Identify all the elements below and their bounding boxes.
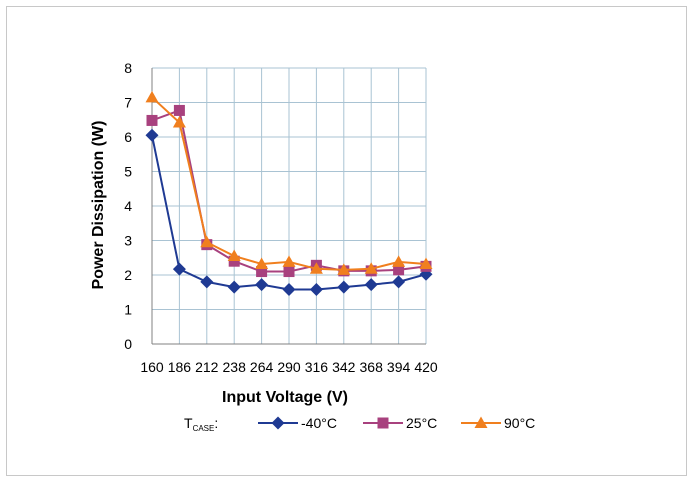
data-point [393, 264, 405, 276]
data-point [309, 282, 323, 296]
x-tick-label: 290 [277, 359, 301, 375]
data-point [172, 262, 186, 276]
x-tick-label: 342 [332, 359, 356, 375]
legend-marker [474, 416, 488, 428]
data-point [282, 282, 296, 296]
x-tick-label: 160 [140, 359, 164, 375]
y-tick-label: 8 [124, 60, 132, 76]
data-point [255, 257, 269, 269]
axes [151, 68, 426, 345]
x-tick-label: 212 [195, 359, 219, 375]
data-point [337, 263, 351, 275]
x-tick-label: 316 [305, 359, 329, 375]
data-point [256, 266, 268, 278]
data-point [309, 262, 323, 274]
legend-marker [377, 417, 389, 429]
legend-entry: -40°C [258, 415, 337, 431]
legend-entry: 90°C [461, 415, 535, 431]
y-tick-label: 3 [124, 233, 132, 249]
x-tick-label: 368 [360, 359, 384, 375]
legend: TCASE: -40°C 25°C 90°C [184, 415, 535, 433]
legend-entry: 25°C [363, 415, 437, 431]
data-point [364, 262, 378, 274]
series-2 [145, 90, 433, 275]
legend-label: 25°C [406, 415, 437, 431]
x-axis-title: Input Voltage (V) [222, 389, 348, 406]
series-0 [145, 128, 433, 296]
data-point [419, 257, 433, 269]
y-tick-label: 4 [124, 198, 132, 214]
y-tick-label: 6 [124, 129, 132, 145]
legend-marker [271, 416, 285, 430]
data-point [145, 90, 159, 103]
legend-label: -40°C [301, 415, 337, 431]
x-tick-label: 264 [250, 359, 274, 375]
data-series [145, 90, 433, 296]
y-tick-label: 5 [124, 164, 132, 180]
data-point [255, 278, 269, 292]
x-tick-label: 420 [414, 359, 438, 375]
data-point [200, 235, 214, 248]
x-tick-label: 238 [223, 359, 247, 375]
data-point [337, 280, 351, 294]
legend-label: 90°C [504, 415, 535, 431]
x-tick-labels: 160 186 212 238 264 290 316 342 368 394 420 [140, 359, 438, 375]
y-tick-labels: 0 1 2 3 4 5 6 7 8 [124, 60, 132, 352]
data-point [146, 114, 158, 126]
legend-prefix: TCASE: [184, 415, 218, 433]
data-point [173, 104, 185, 116]
y-tick-label: 2 [124, 267, 132, 283]
data-point [227, 249, 241, 262]
data-point [200, 275, 214, 289]
gridlines [152, 67, 427, 344]
x-tick-label: 186 [168, 359, 192, 375]
data-point [282, 255, 296, 267]
y-tick-label: 7 [124, 95, 132, 111]
x-tick-label: 394 [387, 359, 411, 375]
y-tick-label: 0 [124, 336, 132, 352]
data-point [228, 255, 240, 267]
data-point [364, 278, 378, 292]
data-point [172, 116, 186, 128]
data-point [145, 128, 159, 142]
data-point [392, 275, 406, 289]
y-axis-title: Power Dissipation (W) [90, 121, 107, 290]
data-point [392, 255, 406, 267]
data-point [227, 280, 241, 294]
y-tick-label: 1 [124, 302, 132, 318]
data-point [283, 266, 295, 278]
